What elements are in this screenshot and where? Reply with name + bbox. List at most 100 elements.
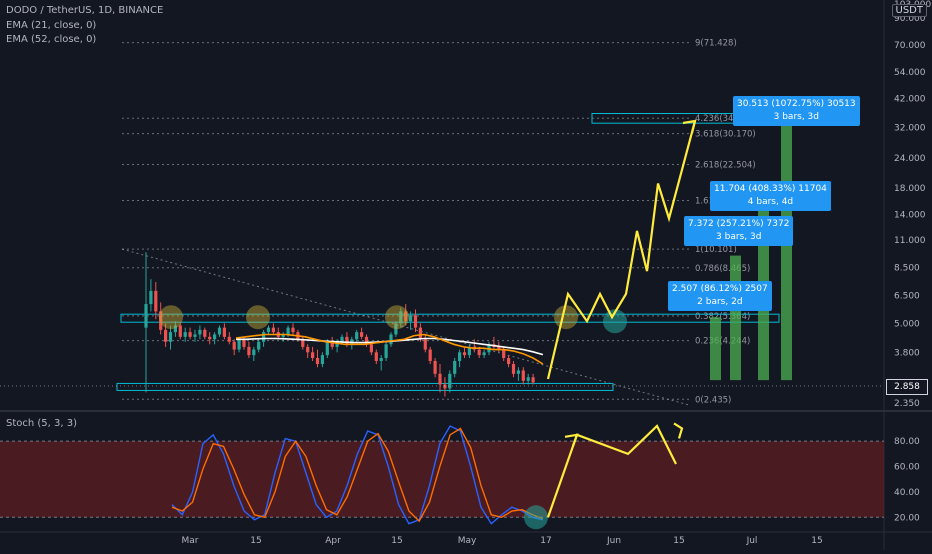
candle-body[interactable] [438, 373, 442, 385]
candle-body[interactable] [394, 323, 398, 335]
candle-body[interactable] [252, 349, 256, 356]
candle-body[interactable] [467, 346, 471, 356]
candle-body[interactable] [178, 325, 182, 337]
candle-body[interactable] [458, 352, 462, 361]
candle-body[interactable] [448, 373, 452, 389]
candle-body[interactable] [315, 358, 320, 365]
candle-body[interactable] [266, 327, 271, 333]
candle-body[interactable] [227, 336, 231, 342]
measure-label[interactable]: 11.704 (408.33%) 11704 4 bars, 4d [710, 181, 831, 211]
candle-body[interactable] [168, 332, 173, 342]
candle-body[interactable] [262, 332, 266, 342]
stoch-d-line[interactable] [171, 427, 544, 523]
candle-body[interactable] [389, 334, 393, 345]
candle-body[interactable] [208, 336, 212, 340]
highlight-circle[interactable] [159, 305, 183, 330]
candle-body[interactable] [413, 315, 418, 328]
candle-body[interactable] [320, 355, 324, 365]
candle-body[interactable] [213, 334, 217, 340]
highlight-circle[interactable] [603, 309, 627, 334]
candle-body[interactable] [232, 341, 236, 350]
candle-body[interactable] [188, 332, 192, 337]
candle-body[interactable] [237, 339, 241, 350]
candle-body[interactable] [433, 360, 437, 374]
measure-label[interactable]: 30.513 (1072.75%) 30513 3 bars, 3d [733, 96, 860, 126]
candle-body[interactable] [369, 344, 373, 353]
candle-body[interactable] [306, 346, 310, 353]
candle-body[interactable] [144, 304, 148, 328]
candle-body[interactable] [335, 341, 339, 347]
currency-button[interactable]: USDT [891, 4, 927, 17]
candle-body[interactable] [222, 327, 226, 337]
measure-label[interactable]: 2.507 (86.12%) 2507 2 bars, 2d [668, 281, 772, 311]
candle-body[interactable] [516, 370, 520, 374]
candle-body[interactable] [301, 339, 305, 347]
candle-body[interactable] [531, 377, 535, 383]
highlight-circle[interactable] [246, 305, 270, 330]
candle-body[interactable] [257, 341, 261, 350]
candle-body[interactable] [482, 352, 486, 356]
candle-body[interactable] [271, 327, 275, 333]
candle-body[interactable] [154, 290, 158, 312]
trend-line[interactable] [121, 248, 691, 406]
candle-body[interactable] [340, 336, 344, 342]
candle-body[interactable] [399, 311, 403, 324]
highlight-circle[interactable] [554, 305, 578, 330]
candle-body[interactable] [526, 377, 530, 381]
candle-body[interactable] [173, 325, 177, 333]
candle-body[interactable] [462, 352, 467, 356]
candle-body[interactable] [409, 315, 413, 322]
target-bar[interactable] [710, 317, 721, 381]
candle-body[interactable] [330, 341, 334, 347]
measure-label[interactable]: 7.372 (257.21%) 7372 3 bars, 3d [684, 216, 794, 246]
candle-body[interactable] [477, 349, 481, 356]
resistance-box[interactable] [120, 313, 780, 323]
candle-body[interactable] [217, 327, 222, 335]
stoch-k-line[interactable] [171, 425, 543, 525]
stoch-legend[interactable]: Stoch (5, 3, 3) [6, 418, 78, 429]
candle-body[interactable] [247, 346, 251, 356]
candle-body[interactable] [159, 311, 163, 330]
candle-body[interactable] [242, 339, 246, 347]
candle-body[interactable] [379, 358, 383, 361]
candle-body[interactable] [281, 334, 285, 337]
candle-body[interactable] [384, 344, 388, 359]
candle-body[interactable] [507, 358, 511, 365]
candle-body[interactable] [453, 360, 457, 374]
candle-body[interactable] [345, 336, 349, 345]
stoch-projection-path[interactable] [546, 424, 677, 518]
candle-body[interactable] [325, 341, 329, 356]
candle-body[interactable] [311, 352, 315, 359]
highlight-circle[interactable] [385, 305, 409, 330]
projection-path[interactable] [546, 120, 697, 380]
candle-body[interactable] [428, 349, 432, 361]
ema52-legend[interactable]: EMA (52, close, 0) [6, 34, 97, 45]
candle-body[interactable] [164, 329, 168, 342]
candle-body[interactable] [364, 336, 369, 345]
candle-body[interactable] [183, 332, 187, 337]
candle-body[interactable] [203, 329, 207, 337]
stoch-highlight-circle[interactable] [524, 505, 548, 530]
candle-body[interactable] [193, 334, 197, 337]
candle-body[interactable] [502, 349, 506, 359]
candle-body[interactable] [521, 370, 525, 381]
ema21-line[interactable] [235, 333, 544, 365]
candle-body[interactable] [418, 327, 422, 340]
candle-body[interactable] [286, 327, 290, 335]
candle-body[interactable] [149, 290, 153, 305]
target-bar[interactable] [730, 255, 741, 381]
candle-body[interactable] [355, 332, 359, 340]
symbol-title[interactable]: DODO / TetherUS, 1D, BINANCE [6, 5, 164, 16]
price-axis-area[interactable] [884, 0, 932, 550]
support-box[interactable] [116, 382, 614, 391]
candle-body[interactable] [423, 339, 427, 350]
candle-body[interactable] [198, 329, 202, 335]
candle-body[interactable] [360, 332, 364, 337]
candle-body[interactable] [374, 352, 378, 361]
candle-body[interactable] [404, 311, 408, 322]
target-bar[interactable] [781, 124, 792, 381]
ema21-legend[interactable]: EMA (21, close, 0) [6, 20, 97, 31]
candle-body[interactable] [511, 364, 516, 374]
